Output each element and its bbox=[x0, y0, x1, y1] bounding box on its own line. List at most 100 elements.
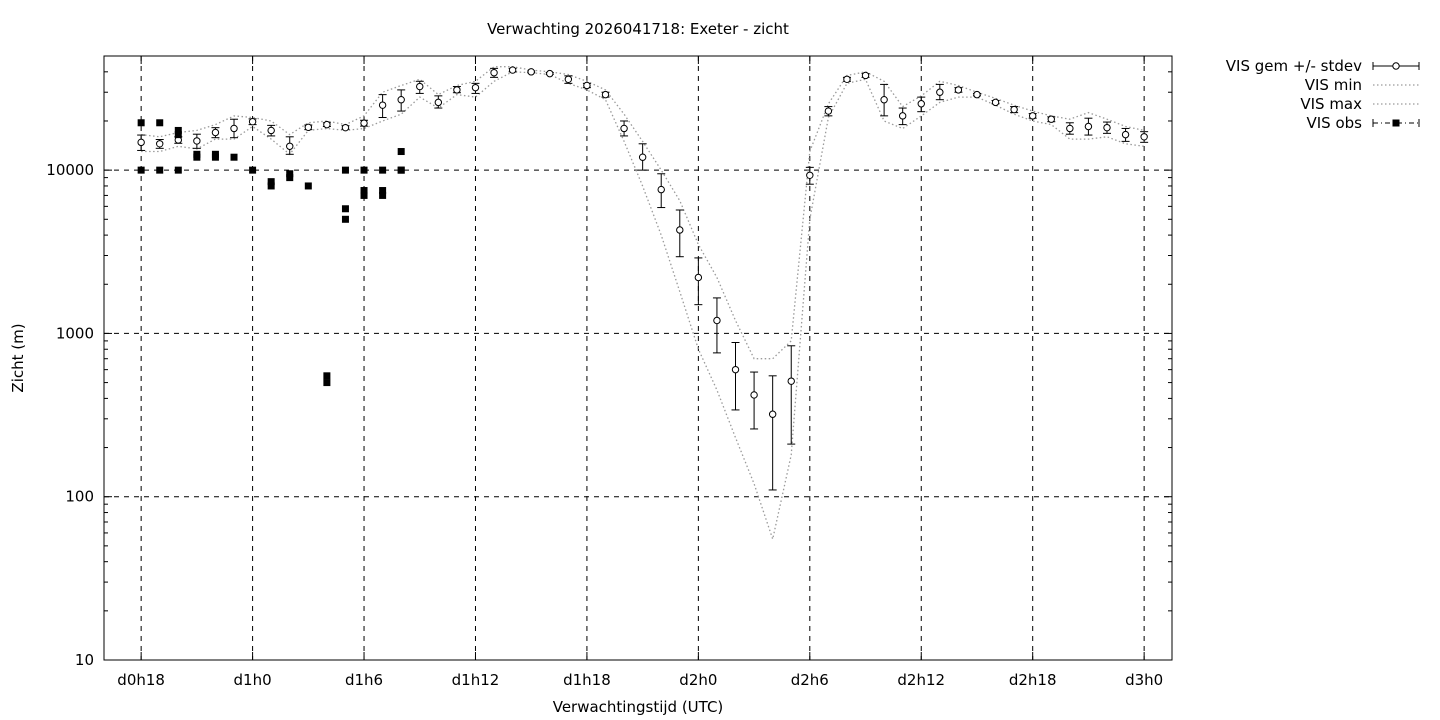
vis-mean-point bbox=[917, 100, 925, 108]
vis-obs-point bbox=[286, 170, 294, 178]
y-axis-ticks: 10 100 1000 10000 bbox=[46, 55, 1172, 669]
vis-mean-point bbox=[1010, 105, 1018, 114]
vis-mean-point bbox=[490, 69, 498, 77]
vis-mean-point bbox=[471, 83, 480, 92]
vis-mean-point bbox=[434, 98, 443, 107]
y-tick-label: 1000 bbox=[56, 324, 94, 342]
vis-mean-point bbox=[527, 68, 535, 76]
vis-mean-point bbox=[973, 90, 981, 99]
vis-mean-point bbox=[286, 142, 294, 150]
vis-obs-point bbox=[323, 372, 331, 380]
vis-obs-point bbox=[174, 126, 182, 134]
y-tick-label: 10000 bbox=[46, 161, 94, 179]
vis-obs-point bbox=[341, 215, 349, 223]
vis-max-line bbox=[141, 66, 1145, 360]
vis-obs-point bbox=[137, 166, 145, 174]
vis-obs-point bbox=[211, 153, 219, 161]
vis-mean-point bbox=[843, 75, 851, 83]
vis-mean-point bbox=[323, 120, 331, 129]
vis-obs-point bbox=[230, 153, 238, 161]
vis-mean-point bbox=[1047, 115, 1055, 123]
vis-obs-point bbox=[174, 166, 182, 174]
vis-obs-point bbox=[379, 191, 387, 199]
vis-mean-point bbox=[787, 377, 795, 385]
x-tick-label: d2h6 bbox=[791, 671, 829, 689]
y-tick-label: 100 bbox=[65, 488, 94, 506]
vis-mean-point bbox=[806, 171, 814, 179]
legend-swatch-marker bbox=[1392, 62, 1400, 70]
vis-mean-point bbox=[768, 410, 777, 418]
vis-mean-point bbox=[750, 391, 758, 399]
x-tick-label: d3h0 bbox=[1125, 671, 1163, 689]
vis-obs-point bbox=[249, 166, 257, 174]
vis-obs-point bbox=[137, 119, 145, 127]
vis-obs-point bbox=[267, 182, 275, 190]
vis-mean-point bbox=[508, 66, 517, 74]
vis-mean-point bbox=[193, 137, 201, 145]
vis-obs-point bbox=[304, 182, 312, 190]
vis-mean-point bbox=[137, 138, 145, 147]
vis-obs-point bbox=[174, 131, 182, 139]
vis-obs-point bbox=[360, 166, 368, 174]
vis-mean-point bbox=[898, 112, 907, 120]
vis-mean-point bbox=[360, 119, 368, 127]
vis-mean-point bbox=[564, 75, 573, 83]
legend-label: VIS min bbox=[1305, 76, 1362, 94]
vis-min-line bbox=[141, 71, 1145, 542]
legend-label: VIS gem +/- stdev bbox=[1226, 57, 1362, 75]
vis-mean-point bbox=[248, 117, 257, 126]
legend-swatch-marker bbox=[1392, 119, 1400, 127]
vis-obs-point bbox=[397, 148, 405, 156]
vis-mean-point bbox=[453, 86, 461, 94]
vis-mean-point bbox=[583, 81, 591, 90]
vis-mean-point bbox=[267, 126, 275, 135]
vis-mean-point bbox=[694, 273, 703, 282]
vis-obs-point bbox=[360, 187, 368, 195]
vis-mean-point bbox=[731, 365, 740, 374]
vis-mean-point bbox=[1066, 124, 1074, 133]
vis-mean-point bbox=[341, 123, 350, 132]
vis-obs-point bbox=[156, 119, 164, 127]
x-tick-label: d1h6 bbox=[345, 671, 383, 689]
legend-label: VIS max bbox=[1300, 95, 1362, 113]
x-tick-label: d1h18 bbox=[563, 671, 611, 689]
x-tick-label: d1h12 bbox=[452, 671, 500, 689]
vis-mean-point bbox=[378, 101, 387, 109]
vis-obs-point bbox=[341, 205, 349, 213]
x-tick-label: d2h12 bbox=[897, 671, 945, 689]
vis-mean-point bbox=[991, 98, 1000, 107]
vis-mean-point bbox=[1084, 122, 1093, 131]
vis-mean-point bbox=[824, 107, 833, 115]
y-axis-label: Zicht (m) bbox=[9, 323, 27, 392]
vis-obs-point bbox=[341, 166, 349, 174]
vis-mean-point bbox=[601, 90, 610, 99]
data-points bbox=[137, 66, 1148, 418]
y-tick-label: 10 bbox=[75, 651, 94, 669]
vis-obs-point bbox=[323, 379, 331, 387]
legend-label: VIS obs bbox=[1307, 114, 1363, 132]
vis-obs-point bbox=[360, 191, 368, 199]
vis-mean-point bbox=[230, 124, 238, 133]
vis-obs-point bbox=[193, 153, 201, 161]
vis-mean-point bbox=[713, 316, 721, 325]
vis-mean-point bbox=[676, 226, 684, 234]
vis-mean-point bbox=[620, 124, 628, 133]
x-tick-label: d0h18 bbox=[117, 671, 165, 689]
x-axis-label: Verwachtingstijd (UTC) bbox=[553, 698, 724, 716]
vis-obs-point bbox=[379, 187, 387, 195]
vis-mean-point bbox=[861, 71, 870, 80]
vis-obs-point bbox=[286, 174, 294, 182]
vis-mean-point bbox=[880, 95, 888, 104]
vis-mean-point bbox=[211, 128, 220, 137]
vis-obs-point bbox=[156, 166, 164, 174]
x-tick-label: d2h18 bbox=[1009, 671, 1057, 689]
chart-title: Verwachting 2026041718: Exeter - zicht bbox=[487, 20, 789, 38]
vis-mean-point bbox=[954, 86, 963, 94]
vis-mean-point bbox=[546, 69, 554, 78]
vis-mean-point bbox=[638, 153, 647, 161]
vis-mean-point bbox=[1140, 133, 1148, 141]
x-axis-ticks: d0h18 d1h0 d1h6 d1h12 d1h18 d2h0 d2h6 d2h12 d2h1… bbox=[117, 56, 1163, 689]
vis-mean-point bbox=[397, 95, 405, 104]
